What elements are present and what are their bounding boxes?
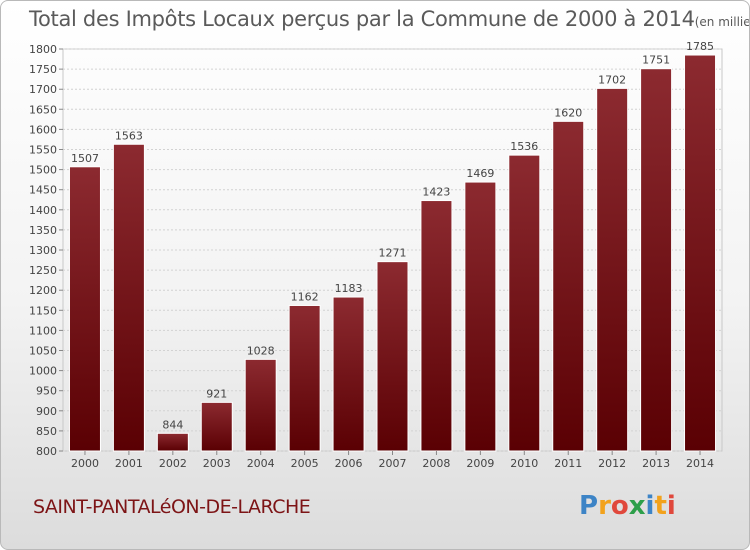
bar-2008 <box>420 200 453 452</box>
y-tick-label: 850 <box>36 425 57 438</box>
x-tick-label: 2013 <box>642 457 670 470</box>
bar-2005 <box>288 304 321 452</box>
y-tick-label: 1350 <box>29 224 57 237</box>
y-tick-label: 1500 <box>29 164 57 177</box>
y-tick-label: 1650 <box>29 103 57 116</box>
x-tick-label: 2006 <box>335 457 363 470</box>
y-tick-label: 1150 <box>29 304 57 317</box>
x-tick-label: 2005 <box>291 457 319 470</box>
bar-2003 <box>200 401 233 452</box>
data-label: 1751 <box>642 54 670 67</box>
data-label: 1702 <box>598 73 626 86</box>
y-tick-label: 1300 <box>29 244 57 257</box>
y-tick-label: 1000 <box>29 365 57 378</box>
bar-2001 <box>112 143 145 452</box>
x-tick-label: 2000 <box>71 457 99 470</box>
y-tick-label: 1750 <box>29 63 57 76</box>
y-tick-label: 1550 <box>29 144 57 157</box>
x-tick-label: 2007 <box>379 457 407 470</box>
bar-2013 <box>640 68 673 452</box>
x-tick-label: 2009 <box>466 457 494 470</box>
x-tick-label: 2001 <box>115 457 143 470</box>
data-label: 1536 <box>510 140 538 153</box>
x-tick-label: 2003 <box>203 457 231 470</box>
x-tick-label: 2004 <box>247 457 275 470</box>
bar-2012 <box>596 87 629 452</box>
x-tick-label: 2002 <box>159 457 187 470</box>
y-tick-label: 950 <box>36 385 57 398</box>
y-tick-label: 1800 <box>29 43 57 56</box>
bar-2011 <box>552 120 585 452</box>
bars: 1507 1563 844 921 1028 1162 1183 1271 1423 1469 15… <box>68 40 717 452</box>
x-axis: 2000 2001 2002 2003 2004 2005 2006 2007 2008 2009… <box>71 451 714 470</box>
y-tick-label: 1050 <box>29 345 57 358</box>
data-label: 1785 <box>686 40 714 53</box>
y-tick-label: 1450 <box>29 184 57 197</box>
x-tick-label: 2008 <box>422 457 450 470</box>
y-axis: 800 850 900 950 1000 1050 1100 1150 1200 1250 1300… <box>29 43 63 458</box>
y-tick-label: 1200 <box>29 284 57 297</box>
bar-2014 <box>684 54 717 452</box>
proxiti-logo: Proxiti <box>579 491 676 521</box>
data-label: 1563 <box>115 129 143 142</box>
y-tick-label: 1400 <box>29 204 57 217</box>
x-tick-label: 2010 <box>510 457 538 470</box>
x-tick-label: 2014 <box>686 457 714 470</box>
data-label: 1162 <box>291 290 319 303</box>
chart-unit: (en milliers d'€) <box>694 15 750 29</box>
y-tick-label: 800 <box>36 445 57 458</box>
y-tick-label: 1100 <box>29 324 57 337</box>
bar-2002 <box>156 432 189 452</box>
data-label: 1469 <box>466 167 494 180</box>
x-tick-label: 2011 <box>554 457 582 470</box>
data-label: 1507 <box>71 152 99 165</box>
data-label: 1028 <box>247 344 275 357</box>
bar-2009 <box>464 181 497 452</box>
data-label: 1620 <box>554 106 582 119</box>
chart-title-text: Total des Impôts Locaux perçus par la Co… <box>29 7 695 31</box>
y-tick-label: 900 <box>36 405 57 418</box>
data-label: 921 <box>206 387 227 400</box>
y-tick-label: 1250 <box>29 264 57 277</box>
commune-name: SAINT-PANTALéON-DE-LARCHE <box>33 496 311 518</box>
data-label: 1423 <box>422 186 450 199</box>
bar-2010 <box>508 154 541 452</box>
data-label: 1183 <box>335 282 363 295</box>
chart-title: Total des Impôts Locaux perçus par la Co… <box>29 7 750 31</box>
x-tick-label: 2012 <box>598 457 626 470</box>
data-label: 844 <box>162 418 183 431</box>
bar-2006 <box>332 296 365 452</box>
y-tick-label: 1600 <box>29 123 57 136</box>
data-label: 1271 <box>379 247 407 260</box>
bar-2000 <box>68 166 101 452</box>
bar-2004 <box>244 358 277 452</box>
bar-2007 <box>376 261 409 452</box>
y-tick-label: 1700 <box>29 83 57 96</box>
